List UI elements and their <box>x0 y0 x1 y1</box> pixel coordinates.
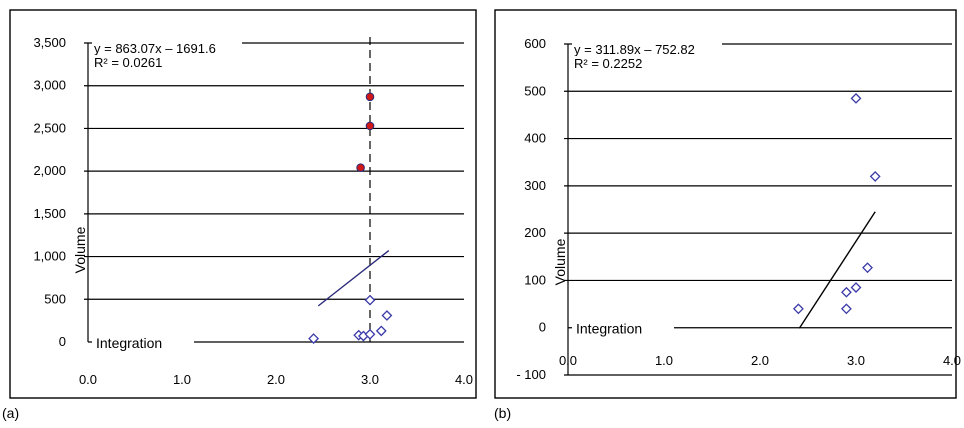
r2-bg <box>92 55 174 69</box>
equation-bg <box>92 41 242 56</box>
y-tick-label: 500 <box>524 83 546 98</box>
y-tick-label: 1,000 <box>33 249 66 264</box>
highlighted-data-point <box>365 121 375 131</box>
highlighted-data-point <box>365 92 375 102</box>
x-tick-label: 0.0 <box>79 372 97 387</box>
x-tick-label: 3.0 <box>847 353 865 368</box>
y-tick-label: 3,500 <box>33 35 66 50</box>
trendline <box>798 211 876 329</box>
y-tick-label: 300 <box>524 178 546 193</box>
integration-label-bg <box>92 333 194 351</box>
data-point <box>381 310 393 321</box>
regression-equation: y = 863.07x – 1691.6 <box>94 41 216 56</box>
data-point <box>850 282 862 293</box>
integration-label: Integration <box>96 335 162 351</box>
x-tick-label: 0.0 <box>559 353 577 368</box>
y-tick-label: 2,000 <box>33 163 66 178</box>
y-axis-title: Volume <box>552 238 568 285</box>
chart-b-svg: - 100 0 100 200 300 400 500 600 0.0 1.0 2.0 3.0 4.0 y… <box>494 9 961 399</box>
x-tick-label: 4.0 <box>455 372 473 387</box>
chart-panel-b: - 100 0 100 200 300 400 500 600 0.0 1.0 2.0 3.0 4.0 y… <box>488 0 964 428</box>
integration-label-bg <box>572 318 674 337</box>
r-squared: R² = 0.2252 <box>574 56 642 71</box>
equation-bg <box>572 42 722 57</box>
x-tick-label: 2.0 <box>751 353 769 368</box>
data-point <box>869 170 881 182</box>
chart-panel-a: 0 500 1,000 1,500 2,000 2,500 3,000 3,500 0.0 1.0… <box>0 0 480 428</box>
highlighted-data-point <box>356 163 365 173</box>
data-point <box>840 303 852 315</box>
x-tick-label: 1.0 <box>173 372 191 387</box>
chart-a-svg: 0 500 1,000 1,500 2,000 2,500 3,000 3,500 0.0 1.0… <box>9 9 477 399</box>
x-tick-label: 3.0 <box>361 372 379 387</box>
x-tick-label: 4.0 <box>943 353 961 368</box>
y-tick-label: 0 <box>539 320 546 335</box>
y-tick-label: 1,500 <box>33 206 66 221</box>
chart-frame <box>494 9 957 399</box>
chart-frame <box>9 9 477 399</box>
data-point <box>850 92 862 104</box>
y-tick-label: 500 <box>44 291 66 306</box>
data-point <box>308 333 320 345</box>
data-point <box>840 286 852 298</box>
data-point <box>862 262 873 274</box>
data-point <box>364 328 376 340</box>
x-tick-label: 1.0 <box>655 353 673 368</box>
y-tick-label: 3,000 <box>33 78 66 93</box>
y-tick-label: 600 <box>524 36 546 51</box>
y-axis-title: Volume <box>72 226 88 273</box>
y-tick-label: 200 <box>524 225 546 240</box>
r-squared: R² = 0.0261 <box>94 55 162 70</box>
y-tick-label: - 100 <box>516 367 546 382</box>
caption-b: (b) <box>494 405 512 421</box>
integration-label: Integration <box>576 321 642 337</box>
y-tick-label: 400 <box>524 131 546 146</box>
data-point <box>792 303 804 315</box>
y-tick-label: 2,500 <box>33 120 66 135</box>
data-point <box>364 294 376 306</box>
regression-equation: y = 311.89x – 752.82 <box>574 42 695 57</box>
r2-bg <box>572 56 654 70</box>
y-tick-label: 100 <box>524 272 546 287</box>
trendline <box>317 250 390 307</box>
y-tick-label: 0 <box>59 334 66 349</box>
x-tick-label: 2.0 <box>267 372 285 387</box>
data-point <box>375 325 387 337</box>
caption-a: (a) <box>2 405 20 421</box>
